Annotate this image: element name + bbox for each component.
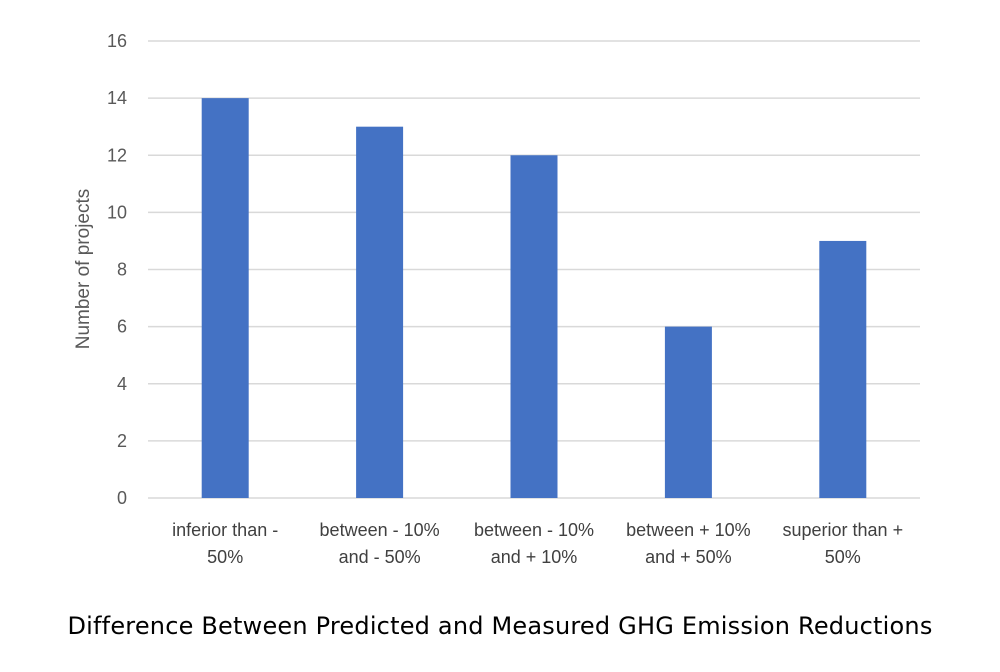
x-category-label: and + 50% [645, 547, 732, 567]
bars [201, 98, 867, 498]
bar [356, 126, 404, 498]
x-category-label: superior than + [783, 520, 904, 540]
bar [819, 240, 867, 498]
x-category-label: between - 10% [474, 520, 594, 540]
x-category-label: between + 10% [626, 520, 751, 540]
bar [664, 326, 712, 498]
x-axis-categories: inferior than - 50% between - 10% and - 50%… [172, 520, 903, 567]
bar [201, 98, 249, 498]
y-axis-title: Number of projects [73, 189, 94, 350]
x-category-label: and + 10% [491, 547, 578, 567]
x-category-label: inferior than - [172, 520, 278, 540]
chart-title: Difference Between Predicted and Measure… [67, 612, 933, 640]
y-tick-label: 2 [117, 431, 127, 451]
y-tick-label: 8 [117, 260, 127, 280]
bar [510, 155, 558, 498]
x-category-label: 50% [825, 547, 861, 567]
x-category-label: between - 10% [320, 520, 440, 540]
y-tick-label: 10 [107, 202, 127, 222]
y-tick-label: 12 [107, 145, 127, 165]
bar-chart: 0 2 4 6 8 10 12 14 16 inferior than - 50% between … [73, 31, 920, 567]
y-tick-label: 14 [107, 88, 127, 108]
y-tick-label: 0 [117, 488, 127, 508]
x-category-label: and - 50% [339, 547, 421, 567]
y-tick-label: 16 [107, 31, 127, 51]
y-tick-label: 4 [117, 374, 127, 394]
x-category-label: 50% [207, 547, 243, 567]
y-tick-label: 6 [117, 317, 127, 337]
y-axis-ticks: 0 2 4 6 8 10 12 14 16 [107, 31, 127, 508]
